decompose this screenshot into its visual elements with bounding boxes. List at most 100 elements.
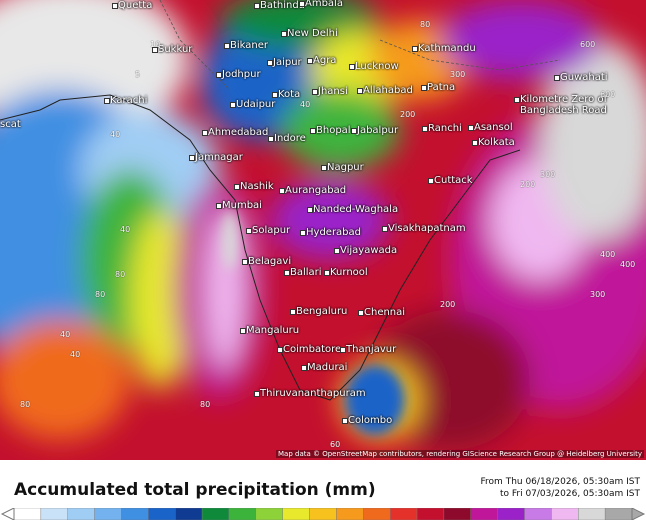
color-swatch [551,508,579,520]
city-label: Karachi [110,95,148,106]
city-marker [240,328,246,334]
color-swatch [470,508,498,520]
city-marker [468,125,474,131]
city-label: Hyderabad [306,227,361,238]
city-marker [321,165,327,171]
contour-label: 5 [135,70,141,79]
city-marker [301,365,307,371]
color-swatch [67,508,95,520]
contour-label: 600 [600,90,616,99]
city-label: Jodhpur [222,69,261,80]
city-marker [349,64,355,70]
city-marker [234,184,240,190]
date-from: From Thu 06/18/2026, 05:30am IST [480,477,640,487]
city-marker [242,259,248,265]
color-swatch [148,508,176,520]
city-marker [254,391,260,397]
city-label: Kota [278,89,301,100]
contour-label: 80 [20,400,31,409]
city-label: scat [0,119,21,130]
city-label: Agra [313,55,337,66]
color-swatch [363,508,391,520]
city-label: Indore [274,133,306,144]
city-label: Jaipur [273,57,302,68]
contour-label: 600 [580,40,596,49]
city-label: Asansol [474,122,513,133]
city-marker [152,47,158,53]
city-marker [272,92,278,98]
city-label: Aurangabad [285,185,347,196]
city-marker [300,230,306,236]
city-marker [472,140,478,146]
city-marker [310,128,316,134]
city-label: Solapur [252,225,291,236]
city-label: Bengaluru [296,306,348,317]
city-marker [268,136,274,142]
city-label: Mumbai [222,200,262,211]
city-marker [290,309,296,315]
contour-label: 40 [300,100,311,109]
city-label: Kolkata [478,137,515,148]
contour-label: 40 [110,130,121,139]
contour-label: 400 [600,250,616,259]
city-label: Bhopal [316,125,351,136]
contour-label: 60 [330,440,341,449]
city-marker [216,203,222,209]
map-background [0,0,646,460]
contour-label: 80 [200,400,211,409]
contour-label: 40 [120,225,131,234]
contour-label: 80 [420,20,431,29]
city-label: Nagpur [327,162,364,173]
city-marker [514,97,520,103]
contour-label: 10 [150,40,161,49]
contour-label: 80 [95,290,106,299]
city-label: Belagavi [248,256,292,267]
city-label: Madurai [307,362,348,373]
color-swatch [94,508,122,520]
city-label: Jamnagar [195,152,243,163]
city-marker [299,1,305,7]
color-swatch [309,508,337,520]
map: Quetta Bathinda Ambala New Delhi Bikaner Sukk… [0,0,646,460]
colorbar-arrow-right [631,508,646,520]
legend-title: Accumulated total precipitation (mm) [14,480,376,500]
city-marker [277,347,283,353]
city-label: Udaipur [236,99,276,110]
city-label: Thanjavur [346,344,397,355]
city-marker [340,347,346,353]
color-swatch [336,508,364,520]
color-swatch [13,508,42,520]
city-label: Nanded-Waghala [313,204,399,215]
city-marker [246,228,252,234]
city-marker [412,46,418,52]
contour-label: 400 [620,260,636,269]
date-to: to Fri 07/03/2026, 05:30am IST [499,489,640,499]
contour-label: 80 [115,270,126,279]
city-marker [334,248,340,254]
city-label: Ahmedabad [208,127,269,138]
city-label: Ballari [290,267,322,278]
city-label: Kurnool [330,267,368,278]
city-label: Sukkur [158,44,193,55]
colorbar [0,508,646,520]
city-label: Mangaluru [246,325,300,336]
contour-label: 40 [60,330,71,339]
city-label: Bikaner [230,40,268,51]
color-swatch [201,508,230,520]
contour-label: 200 [400,110,416,119]
city-label: Coimbatore [283,344,342,355]
city-marker [312,89,318,95]
city-marker [284,270,290,276]
city-marker [112,3,118,9]
city-marker [351,128,357,134]
city-label: Allahabad [363,85,413,96]
city-marker [267,60,273,66]
city-label: Ranchi [428,123,462,134]
city-label: Kilometre Zero of Bangladesh Road [520,94,608,116]
city-label: Visakhapatnam [388,223,466,234]
city-marker [104,98,110,104]
color-swatch [416,508,445,520]
city-label: Jabalpur [357,125,399,136]
city-label: Chennai [364,307,406,318]
city-marker [281,31,287,37]
